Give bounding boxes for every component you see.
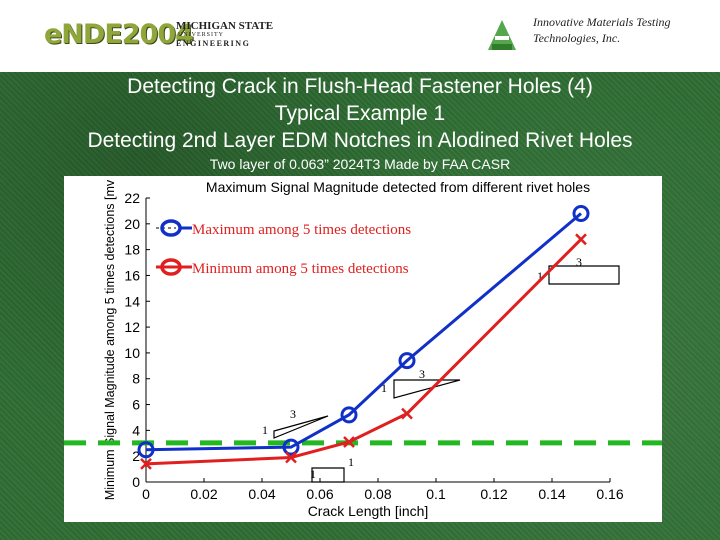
slope-rise-label: 3 [576, 255, 582, 269]
slope-triangle [311, 467, 345, 483]
company-name: Innovative Materials Testing Technologie… [533, 14, 713, 46]
series-max-point [282, 438, 300, 456]
msu-logo-line2: UNIVERSITY [178, 32, 224, 38]
y-tick-label: 10 [124, 345, 140, 361]
x-tick-label: 0.16 [596, 486, 623, 502]
y-tick-label: 2 [132, 448, 140, 464]
x-tick-label: 0.04 [248, 486, 275, 502]
x-tick-label: 0.06 [306, 486, 333, 502]
x-tick-label: 0.12 [480, 486, 507, 502]
chart-panel: Maximum Signal Magnitude detected from d… [64, 176, 662, 522]
slope-rise-label: 3 [290, 407, 296, 421]
series-min-point [343, 436, 355, 448]
x-tick-label: 0.08 [364, 486, 391, 502]
legend-max-label: Maximum among 5 times detections [192, 222, 411, 238]
series-max-point [572, 204, 590, 222]
header-bar: eNDE2004 MICHIGAN STATE UNIVERSITY ENGIN… [0, 0, 720, 72]
y-tick-label: 12 [124, 319, 140, 335]
x-axis-label: Crack Length [inch] [308, 503, 429, 519]
x-tick-label: 0.02 [190, 486, 217, 502]
y-tick-label: 20 [124, 216, 140, 232]
slope-run-label: 1 [381, 381, 387, 395]
series-max-line [145, 212, 582, 452]
slope-triangle [548, 265, 620, 285]
y-tick-label: 18 [124, 242, 140, 258]
y-tick-label: 0 [132, 474, 140, 490]
nde-logo: eNDE2004 [44, 19, 194, 50]
slope-run-label: 1 [537, 269, 543, 283]
series-min-point [285, 451, 297, 464]
y-tick-label: 8 [132, 371, 140, 387]
series-min-point [401, 407, 413, 420]
series-max-point [137, 441, 155, 459]
chart-svg: Maximum Signal Magnitude detected from d… [64, 179, 662, 519]
slope-run-label: 1 [262, 423, 268, 437]
y-tick-label: 14 [124, 293, 140, 309]
legend-min-marker [160, 258, 182, 276]
y-tick-label: 6 [132, 397, 140, 413]
y-tick-label: 4 [132, 422, 140, 438]
x-tick-label: 0.14 [538, 486, 565, 502]
msu-logo-line3: ENGINEERING [176, 39, 251, 48]
y-tick-label: 16 [124, 267, 140, 283]
y-tick-label: 22 [124, 190, 140, 206]
slope-run-label: 1 [310, 467, 316, 481]
msu-logo-line1: MICHIGAN STATE [176, 20, 274, 32]
x-tick-label: 0.1 [426, 486, 446, 502]
company-name-line1: Innovative Materials Testing [533, 15, 671, 29]
series-max-point [398, 352, 416, 370]
y-axis-label: Minimum Signal Magnitude among 5 times d… [103, 179, 117, 500]
slope-triangle [273, 415, 329, 439]
slope-rise-label: 1 [348, 455, 354, 469]
slide-title-line2: Typical Example 1 [274, 102, 446, 125]
legend-min-label: Minimum among 5 times detections [192, 261, 409, 277]
company-name-line2: Technologies, Inc. [533, 31, 621, 45]
series-min-point [140, 458, 152, 470]
slope-rise-label: 3 [419, 367, 425, 381]
series-max-point [340, 406, 358, 424]
slide-title-line3: Detecting 2nd Layer EDM Notches in Alodi… [87, 129, 633, 152]
slide-subtitle: Two layer of 0.063” 2024T3 Made by FAA C… [209, 156, 511, 172]
slope-triangle [393, 379, 461, 399]
msu-logo: MICHIGAN STATE UNIVERSITY ENGINEERING [176, 20, 273, 50]
chart-title: Maximum Signal Magnitude detected from d… [206, 179, 590, 195]
x-tick-label: 0 [142, 486, 150, 502]
slide-title-line1: Detecting Crack in Flush-Head Fastener H… [127, 75, 593, 98]
company-logo-icon [488, 20, 516, 50]
series-min-point [575, 233, 587, 246]
